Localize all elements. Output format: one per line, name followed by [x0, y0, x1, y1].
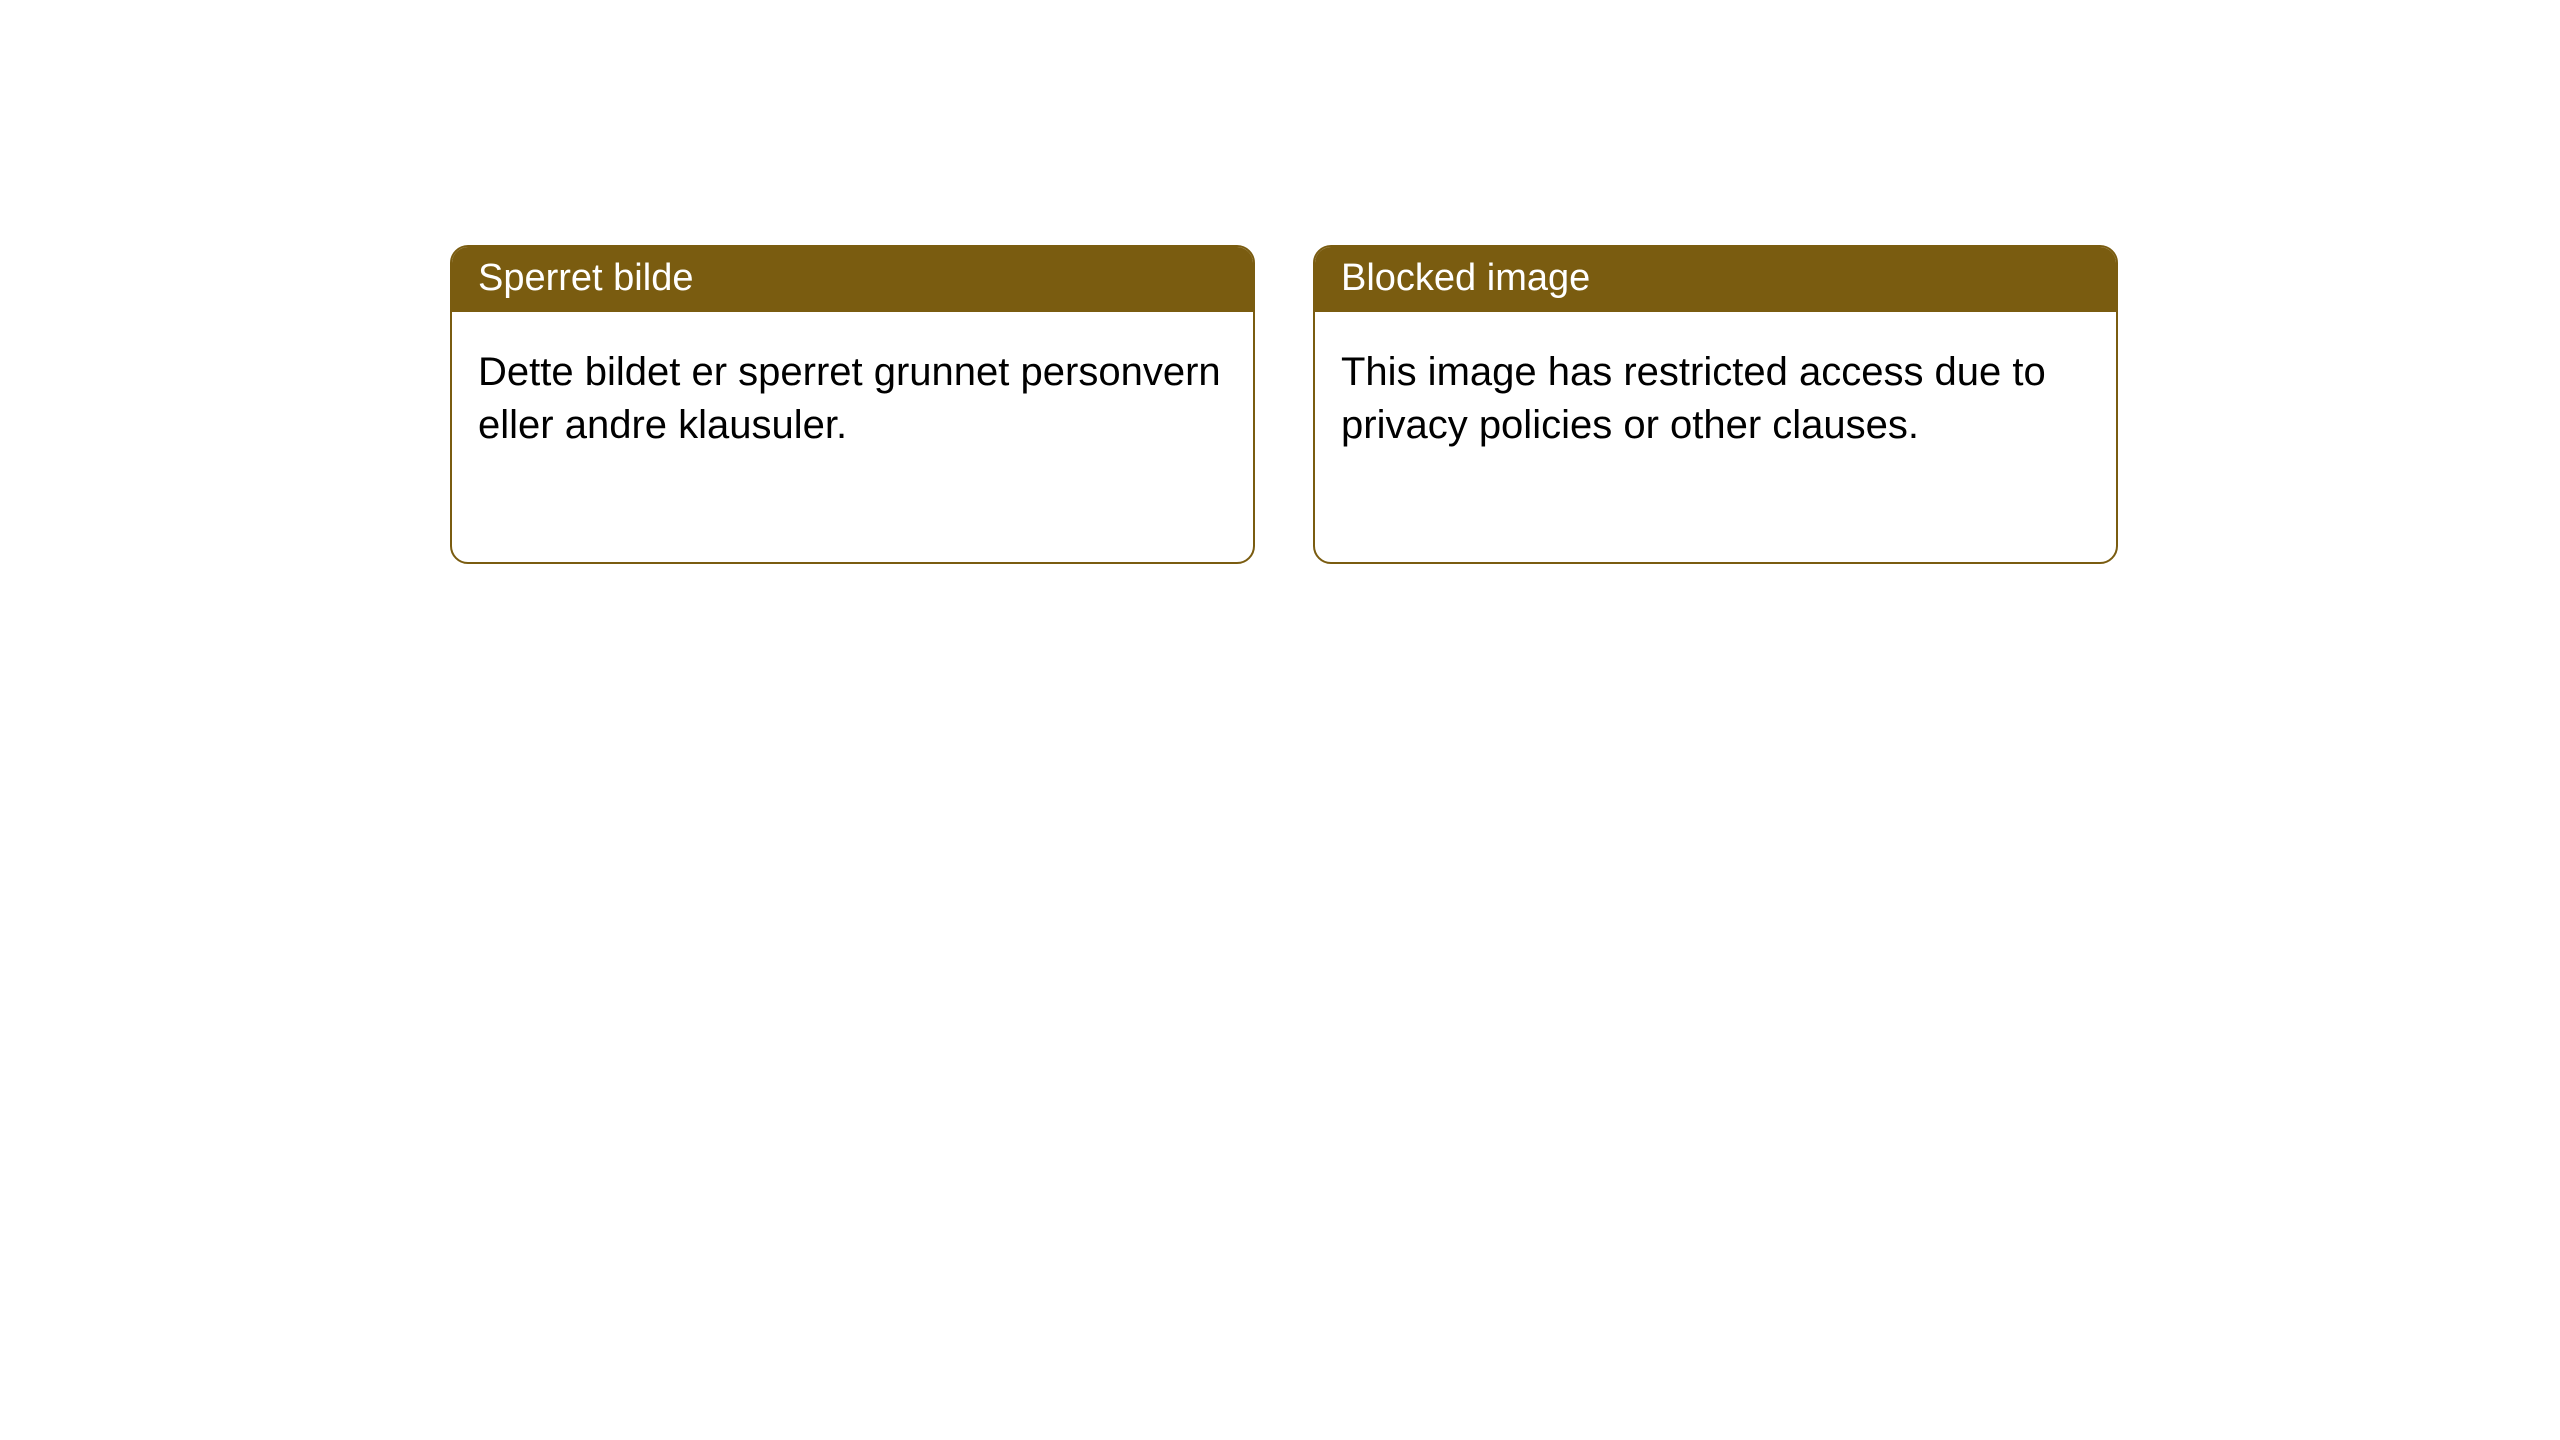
notice-card-english: Blocked image This image has restricted … — [1313, 245, 2118, 564]
notice-card-title: Blocked image — [1315, 247, 2116, 312]
notice-card-body: This image has restricted access due to … — [1315, 312, 2116, 562]
notice-card-title: Sperret bilde — [452, 247, 1253, 312]
notice-container: Sperret bilde Dette bildet er sperret gr… — [0, 0, 2560, 564]
notice-card-norwegian: Sperret bilde Dette bildet er sperret gr… — [450, 245, 1255, 564]
notice-card-body: Dette bildet er sperret grunnet personve… — [452, 312, 1253, 562]
